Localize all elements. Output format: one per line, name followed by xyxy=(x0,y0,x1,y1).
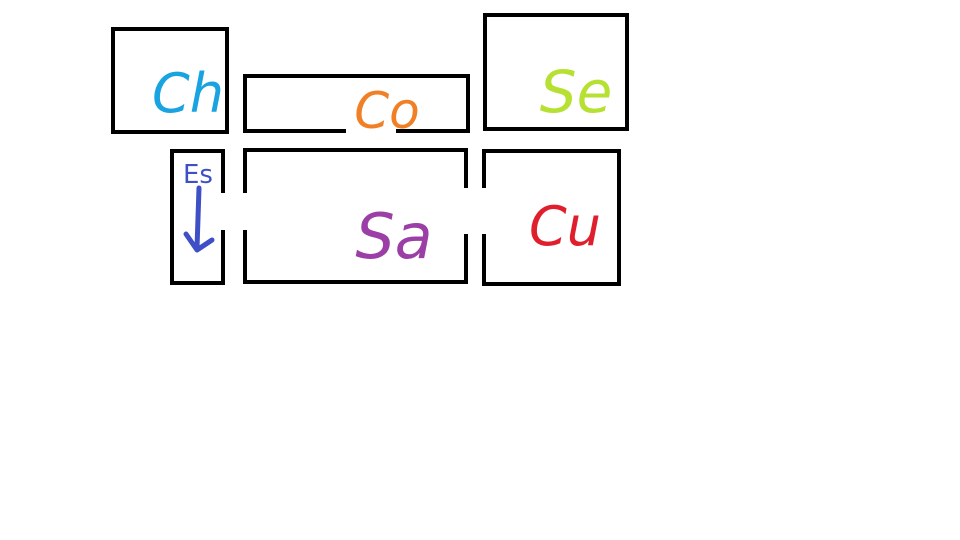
room-se-outline xyxy=(483,13,629,131)
room-es-label: Es xyxy=(183,160,213,190)
room-ch: Ch xyxy=(111,27,229,134)
room-sa-doorway-left xyxy=(236,193,254,230)
room-sa: Sa xyxy=(236,148,475,284)
room-cu: Cu xyxy=(476,149,621,286)
room-co-label: Co xyxy=(354,82,420,140)
room-sa-label: Sa xyxy=(355,200,432,273)
room-se-label: Se xyxy=(540,58,613,126)
room-ch-label: Ch xyxy=(152,62,224,125)
room-se: Se xyxy=(483,13,629,131)
room-sa-doorway-right xyxy=(457,188,475,234)
stairs-arrow-icon xyxy=(183,185,215,253)
room-co: Co xyxy=(243,74,470,156)
room-ch-outline xyxy=(111,27,229,134)
room-cu-label: Cu xyxy=(529,195,601,258)
room-es-doorway xyxy=(215,193,231,230)
room-cu-doorway xyxy=(476,188,492,234)
room-es: Es xyxy=(170,149,231,285)
